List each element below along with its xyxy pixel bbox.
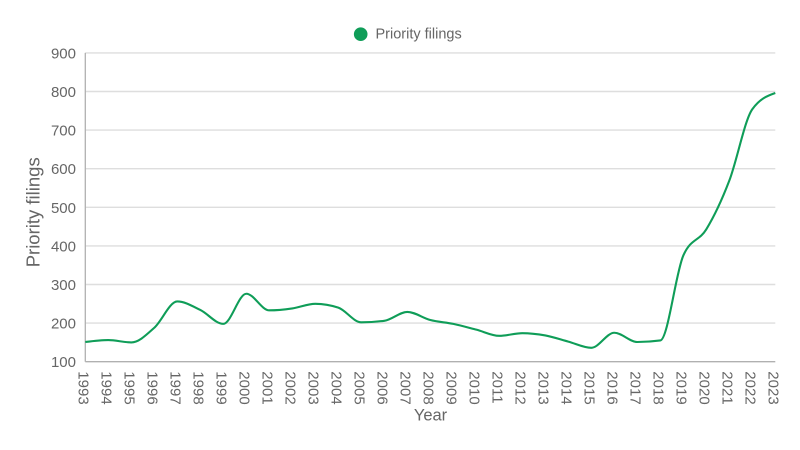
svg-text:2010: 2010 (466, 371, 483, 404)
svg-text:2005: 2005 (351, 371, 368, 404)
svg-text:800: 800 (51, 84, 76, 101)
svg-text:2004: 2004 (328, 371, 345, 404)
svg-text:1994: 1994 (98, 371, 115, 404)
svg-text:Priority filings: Priority filings (376, 27, 462, 43)
svg-text:1998: 1998 (190, 371, 207, 404)
svg-text:2013: 2013 (535, 371, 552, 404)
svg-text:2011: 2011 (489, 371, 506, 403)
svg-text:200: 200 (51, 316, 76, 333)
svg-text:Priority filings: Priority filings (23, 157, 44, 267)
svg-text:300: 300 (51, 277, 76, 294)
svg-text:2003: 2003 (305, 371, 322, 404)
svg-text:1997: 1997 (167, 371, 184, 404)
svg-text:2007: 2007 (397, 371, 414, 404)
svg-text:2015: 2015 (581, 371, 598, 404)
svg-text:2023: 2023 (765, 371, 782, 404)
svg-text:2022: 2022 (742, 371, 759, 404)
svg-text:2008: 2008 (420, 371, 437, 404)
svg-text:1993: 1993 (75, 371, 92, 404)
svg-text:1995: 1995 (121, 371, 138, 404)
svg-text:2017: 2017 (627, 371, 644, 404)
svg-text:2020: 2020 (696, 371, 713, 404)
svg-text:2002: 2002 (282, 371, 299, 404)
svg-text:1996: 1996 (144, 371, 161, 404)
svg-text:900: 900 (51, 45, 76, 62)
svg-text:500: 500 (51, 200, 76, 217)
svg-text:2012: 2012 (512, 371, 529, 404)
svg-text:Year: Year (414, 407, 448, 425)
svg-text:2000: 2000 (236, 371, 253, 404)
svg-text:2006: 2006 (374, 371, 391, 404)
svg-text:1999: 1999 (213, 371, 230, 404)
svg-text:2016: 2016 (604, 371, 621, 404)
svg-text:2019: 2019 (673, 371, 690, 404)
svg-text:2018: 2018 (650, 371, 667, 404)
svg-text:2001: 2001 (259, 371, 276, 404)
svg-text:100: 100 (51, 354, 76, 371)
svg-text:2021: 2021 (719, 371, 736, 404)
svg-text:700: 700 (51, 123, 76, 140)
svg-text:2009: 2009 (443, 371, 460, 404)
svg-text:400: 400 (51, 238, 76, 255)
svg-text:600: 600 (51, 161, 76, 178)
svg-text:2014: 2014 (558, 371, 575, 404)
